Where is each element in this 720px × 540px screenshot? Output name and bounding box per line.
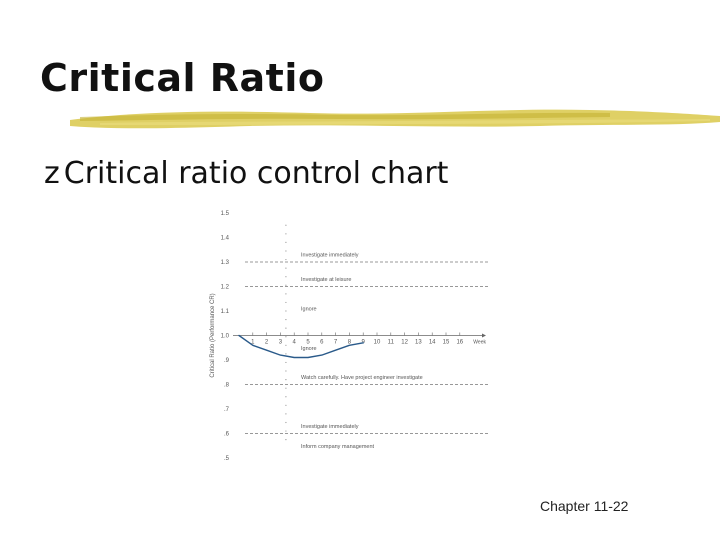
marker-dot: [285, 379, 287, 381]
marker-dot: [285, 413, 287, 415]
marker-dot: [285, 293, 287, 295]
marker-dot: [285, 439, 287, 441]
marker-dot: [285, 233, 287, 235]
y-tick-label: 1.0: [221, 334, 230, 340]
marker-dot: [285, 224, 287, 226]
y-tick-label: 1.2: [221, 285, 230, 291]
marker-dot: [285, 284, 287, 286]
marker-dot: [285, 250, 287, 252]
x-tick-label: 4: [293, 340, 297, 346]
y-tick-label: .7: [224, 407, 230, 413]
y-tick-label: .5: [224, 456, 230, 462]
marker-dot: [285, 361, 287, 364]
x-tick-label: 13: [415, 340, 422, 346]
marker-dot: [285, 353, 287, 355]
x-tick-label: 1: [251, 340, 255, 346]
y-tick-label: 1.4: [221, 236, 230, 242]
marker-dot: [285, 421, 287, 424]
zone-label: Watch carefully. Have project engineer i…: [301, 375, 423, 381]
critical-ratio-curve: [238, 334, 364, 359]
zone-label: Investigate immediately: [301, 253, 359, 259]
marker-dot: [285, 267, 287, 269]
x-axis-label: Week: [473, 340, 486, 346]
bullet-item: z Critical ratio control chart: [44, 156, 448, 191]
marker-dot: [285, 370, 287, 372]
marker-dot: [285, 404, 287, 406]
y-axis-label: Critical Ratio (Performance CR): [210, 293, 216, 377]
x-tick-label: 8: [348, 340, 352, 346]
marker-dot: [285, 344, 287, 346]
marker-dot: [285, 396, 287, 398]
zone-label: Inform company management: [301, 444, 375, 450]
marker-dot: [285, 310, 287, 312]
y-tick-label: 1.5: [221, 211, 230, 217]
critical-ratio-control-chart: Critical Ratio (Performance CR)1.51.41.3…: [210, 211, 490, 462]
zone-label: Ignore: [301, 346, 317, 352]
marker-dot: [285, 327, 287, 329]
marker-dot: [285, 430, 287, 432]
x-tick-label: 16: [456, 340, 463, 346]
x-tick-label: 15: [443, 340, 450, 346]
x-tick-label: 12: [401, 340, 408, 346]
x-tick-label: 3: [279, 340, 283, 346]
x-tick-label: 10: [374, 340, 381, 346]
slide-title: Critical Ratio: [40, 56, 325, 100]
x-tick-label: 5: [306, 340, 310, 346]
title-underline-brush: [70, 109, 720, 129]
marker-dot: [285, 301, 287, 304]
bullet-glyph: z: [44, 156, 60, 191]
x-axis-arrow: [482, 333, 486, 338]
y-tick-label: .9: [224, 358, 230, 364]
marker-dot: [285, 387, 287, 389]
x-tick-label: 14: [429, 340, 436, 346]
y-tick-label: .8: [224, 383, 230, 389]
y-tick-label: .6: [224, 432, 230, 438]
marker-dot: [285, 276, 287, 278]
slide-footer: Chapter 11-22: [540, 498, 629, 514]
y-tick-label: 1.1: [221, 309, 230, 315]
marker-dot: [285, 258, 287, 261]
x-tick-label: 2: [265, 340, 269, 346]
marker-dot: [285, 241, 287, 243]
marker-dot: [285, 336, 287, 338]
zone-label: Investigate immediately: [301, 424, 359, 430]
zone-label: Ignore: [301, 307, 317, 313]
x-tick-label: 6: [320, 340, 324, 346]
y-tick-label: 1.3: [221, 260, 230, 266]
marker-dot: [285, 318, 287, 321]
x-tick-label: 11: [388, 340, 395, 346]
bullet-text: Critical ratio control chart: [63, 156, 449, 191]
zone-label: Investigate at leisure: [301, 277, 351, 283]
x-tick-label: 7: [334, 340, 338, 346]
